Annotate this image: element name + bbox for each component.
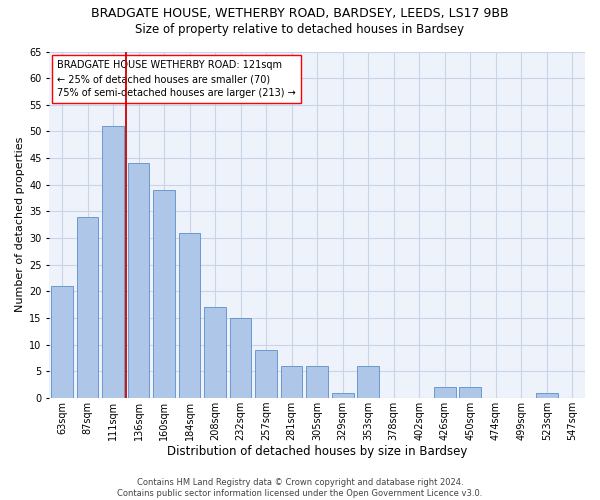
Bar: [434, 388, 455, 398]
Text: Size of property relative to detached houses in Bardsey: Size of property relative to detached ho…: [136, 22, 464, 36]
Bar: [358, 366, 379, 398]
Bar: [128, 164, 149, 398]
Y-axis label: Number of detached properties: Number of detached properties: [15, 137, 25, 312]
Bar: [77, 217, 98, 398]
Bar: [204, 308, 226, 398]
Bar: [460, 388, 481, 398]
X-axis label: Distribution of detached houses by size in Bardsey: Distribution of detached houses by size …: [167, 444, 467, 458]
Bar: [102, 126, 124, 398]
Text: Contains HM Land Registry data © Crown copyright and database right 2024.
Contai: Contains HM Land Registry data © Crown c…: [118, 478, 482, 498]
Bar: [307, 366, 328, 398]
Bar: [255, 350, 277, 398]
Text: BRADGATE HOUSE, WETHERBY ROAD, BARDSEY, LEEDS, LS17 9BB: BRADGATE HOUSE, WETHERBY ROAD, BARDSEY, …: [91, 8, 509, 20]
Bar: [51, 286, 73, 398]
Bar: [332, 392, 353, 398]
Bar: [536, 392, 557, 398]
Bar: [230, 318, 251, 398]
Text: BRADGATE HOUSE WETHERBY ROAD: 121sqm
← 25% of detached houses are smaller (70)
7: BRADGATE HOUSE WETHERBY ROAD: 121sqm ← 2…: [58, 60, 296, 98]
Bar: [179, 233, 200, 398]
Bar: [281, 366, 302, 398]
Bar: [153, 190, 175, 398]
